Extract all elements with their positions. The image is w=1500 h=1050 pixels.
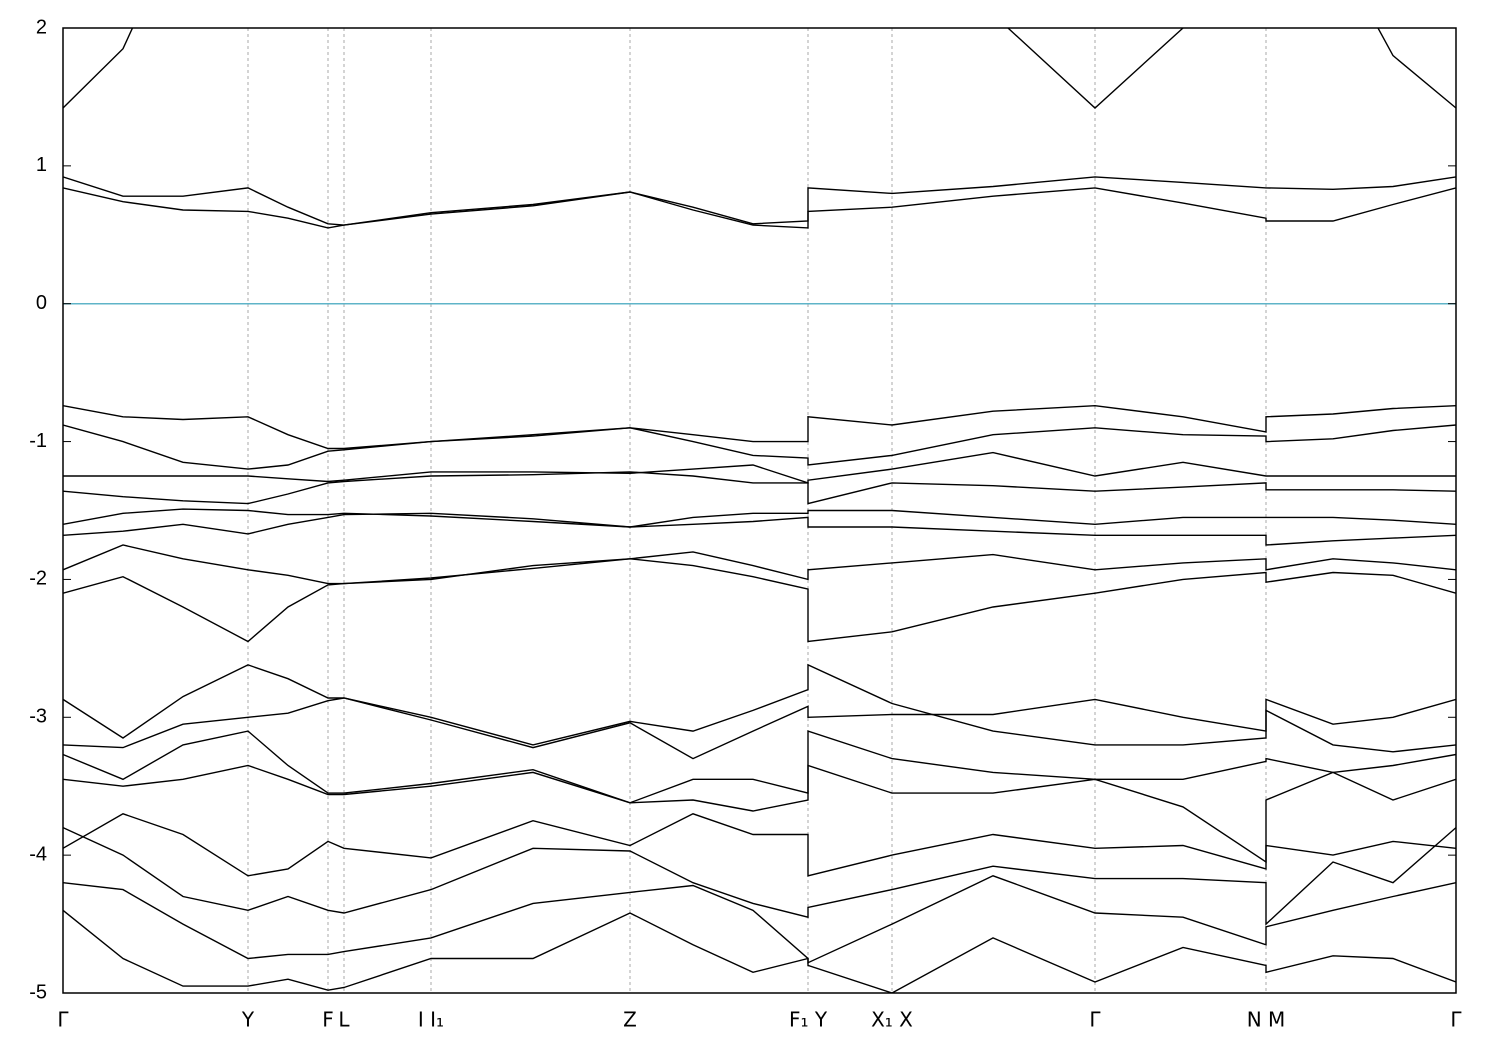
band-line [63, 471, 1456, 505]
band-line [63, 875, 1456, 964]
band-line [63, 558, 1456, 643]
x-tick-label: Γ [57, 1008, 69, 1032]
band-line [63, 764, 1456, 864]
x-tick-label: I I₁ [418, 1008, 444, 1032]
band-line [63, 663, 1456, 746]
band-line [63, 187, 1456, 229]
band-line [63, 28, 1456, 109]
y-tick-label: 1 [36, 154, 47, 176]
band-line [63, 909, 1456, 993]
x-tick-label: Γ [1450, 1008, 1462, 1032]
label-layer: -5 -4 -3 -2 -1 0 1 2 Γ Y F L I I₁ Z F₁ Y X₁ X Γ N M Γ [29, 16, 1462, 1031]
band-line [63, 512, 1456, 546]
x-tick-label: Z [623, 1008, 637, 1032]
plot-frame [62, 27, 1457, 994]
band-line [63, 697, 1456, 760]
y-tick-label: -1 [29, 430, 47, 452]
y-tick-label: 2 [36, 16, 47, 38]
x-tick-label: L [338, 1008, 350, 1032]
band-line [63, 404, 1456, 450]
y-tick-label: -5 [29, 981, 47, 1003]
band-line [63, 451, 1456, 484]
band-line [63, 813, 1456, 877]
y-tick-label: -3 [29, 706, 47, 728]
grid-layer [62, 28, 1457, 993]
band-line [63, 730, 1456, 804]
y-tick-label: -4 [29, 843, 47, 865]
band-line [63, 176, 1456, 226]
x-tick-label: F [322, 1008, 334, 1032]
x-tick-label: N M [1247, 1008, 1286, 1032]
band-layer [63, 28, 1456, 993]
band-line [63, 508, 1456, 528]
x-tick-label: Γ [1089, 1008, 1101, 1032]
y-tick-label: -2 [29, 568, 47, 590]
x-tick-label: Y [241, 1008, 255, 1032]
y-tick-label: 0 [36, 292, 47, 314]
x-tick-label: F₁ Y [789, 1008, 828, 1032]
band-line [63, 544, 1456, 585]
band-line [63, 826, 1456, 926]
x-tick-label: X₁ X [871, 1008, 913, 1032]
band-line [63, 424, 1456, 470]
